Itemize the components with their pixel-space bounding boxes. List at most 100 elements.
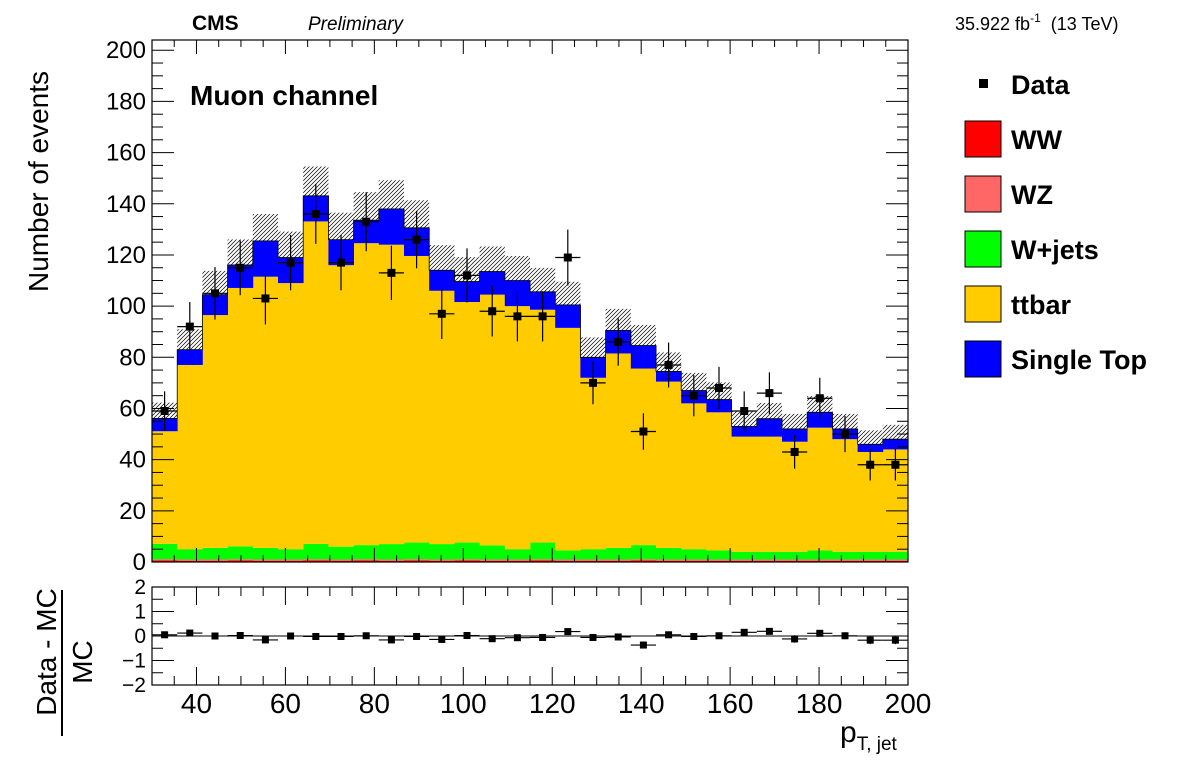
- legend-swatch: [964, 230, 1002, 268]
- lumi-label: 35.922 fb-1 (13 TeV): [955, 11, 1118, 34]
- bar: [832, 439, 859, 552]
- bar: [731, 559, 758, 561]
- bar: [731, 426, 758, 437]
- bar: [630, 368, 657, 546]
- bar: [857, 559, 884, 561]
- bar: [303, 543, 329, 560]
- bar: [353, 559, 380, 561]
- ratio-point: [277, 632, 304, 640]
- bar: [328, 265, 354, 547]
- bar: [277, 559, 304, 561]
- bar: [807, 427, 833, 551]
- bar: [756, 560, 783, 562]
- uncertainty-hatch: [378, 180, 405, 209]
- bar: [882, 559, 909, 561]
- bar: [353, 560, 380, 562]
- bar: [404, 542, 430, 560]
- data-point: [303, 184, 329, 244]
- ratio-point: [328, 632, 354, 640]
- bar: [857, 444, 884, 452]
- bar: [177, 559, 203, 561]
- uncertainty-hatch: [252, 214, 278, 241]
- legend-item-ttbar: ttbar: [964, 285, 1071, 323]
- y-tick-label: 160: [106, 140, 146, 167]
- stacked-histogram: [151, 195, 909, 562]
- experiment-label: CMS: [192, 12, 239, 35]
- y-tick-label: 20: [119, 498, 146, 525]
- legend-label: WW: [1011, 125, 1062, 155]
- y-tick-label: 40: [119, 447, 146, 474]
- data-point: [655, 342, 682, 388]
- bar: [882, 551, 909, 560]
- ratio-point: [303, 632, 329, 640]
- channel-annotation: Muon channel: [190, 80, 378, 111]
- bar: [479, 545, 506, 560]
- bar: [353, 243, 380, 546]
- ratio-tick-label: 0: [134, 625, 146, 648]
- bar: [378, 560, 405, 562]
- bar: [857, 551, 884, 560]
- ratio-point: [378, 636, 405, 644]
- ratio-point: [832, 632, 858, 640]
- bar: [605, 560, 632, 562]
- legend-swatch: [964, 340, 1002, 378]
- main-axes: 0 20 40 60 80 100 120 140 160 180 200: [106, 37, 909, 576]
- bar: [756, 559, 783, 561]
- ratio-point: [152, 631, 178, 639]
- bar: [303, 560, 329, 562]
- bar: [580, 560, 606, 562]
- bar: [479, 560, 506, 562]
- bar: [882, 439, 909, 450]
- bar: [504, 559, 531, 561]
- bar: [681, 560, 707, 562]
- bar: [177, 349, 203, 365]
- x-tick-label: 40: [181, 688, 212, 719]
- bar: [706, 412, 732, 551]
- bar: [202, 560, 228, 562]
- legend-label: WZ: [1011, 180, 1053, 210]
- data-point: [857, 448, 883, 481]
- legend-label: ttbar: [1011, 290, 1071, 320]
- bar: [378, 559, 405, 561]
- bar: [706, 550, 732, 560]
- x-tick-label: 80: [359, 688, 390, 719]
- series-ttbar: [152, 221, 909, 552]
- bar: [202, 559, 228, 561]
- data-point: [555, 229, 581, 286]
- bar: [353, 545, 380, 560]
- legend-item-data: Data: [979, 70, 1071, 100]
- bar: [756, 418, 783, 437]
- bar: [882, 560, 909, 562]
- ratio-point: [882, 636, 908, 645]
- status-label: Preliminary: [308, 14, 405, 35]
- bar: [807, 559, 833, 561]
- bar: [681, 549, 707, 560]
- legend-swatch: [964, 120, 1002, 158]
- legend-item-ww: WW: [964, 120, 1062, 158]
- bar: [706, 559, 732, 561]
- bar: [630, 559, 657, 561]
- x-axis-label-main: p: [840, 716, 857, 749]
- bar: [303, 221, 329, 544]
- uncertainty-hatch: [782, 413, 808, 429]
- bar: [605, 547, 632, 560]
- bar: [479, 271, 506, 295]
- legend-label: Data: [1011, 70, 1071, 100]
- bar: [530, 559, 556, 561]
- bar: [429, 559, 455, 561]
- uncertainty-hatch: [580, 337, 606, 358]
- bar: [152, 559, 178, 561]
- bar: [857, 560, 884, 562]
- bar: [504, 306, 531, 550]
- ratio-point: [681, 632, 707, 640]
- bar: [630, 345, 657, 369]
- data-point: [404, 210, 430, 269]
- bar: [252, 240, 279, 277]
- legend-item-single-top: Single Top: [964, 340, 1147, 378]
- bar: [605, 353, 632, 548]
- bar: [807, 560, 833, 562]
- bar: [378, 544, 405, 560]
